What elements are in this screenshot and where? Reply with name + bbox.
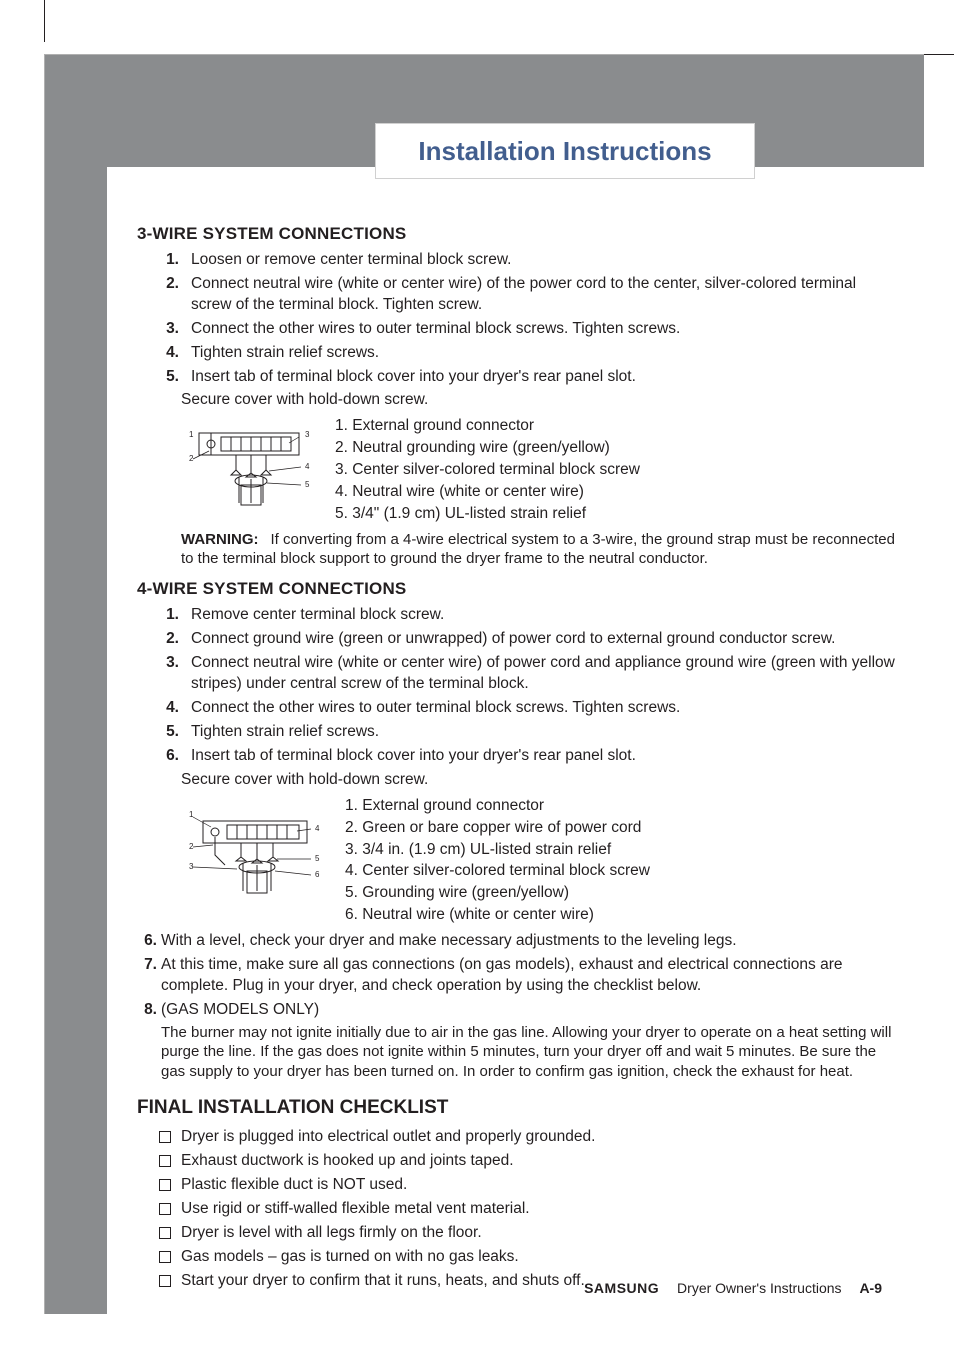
legend-3wire: 1. External ground connector 2. Neutral …	[335, 415, 640, 526]
diagram-label: 2	[189, 842, 194, 851]
crop-mark	[44, 0, 45, 42]
step-number: 2.	[155, 629, 179, 650]
legend-item: 2. Green or bare copper wire of power co…	[345, 818, 650, 839]
terminal-block-diagram-4wire: 1 2 3 4 5 6	[181, 795, 331, 901]
step-item: 2.Connect neutral wire (white or center …	[181, 274, 897, 316]
step-item: 4.Connect the other wires to outer termi…	[181, 698, 897, 719]
checklist-item: Use rigid or stiff-walled flexible metal…	[159, 1199, 897, 1220]
step-item: 5.Tighten strain relief screws.	[181, 722, 897, 743]
step-item: 4.Tighten strain relief screws.	[181, 343, 897, 364]
step-item: 1.Remove center terminal block screw.	[181, 605, 897, 626]
legend-item: 5. Grounding wire (green/yellow)	[345, 883, 650, 904]
checklist-item: Plastic flexible duct is NOT used.	[159, 1175, 897, 1196]
diagram-label: 4	[315, 824, 320, 833]
step-number: 5.	[155, 722, 179, 743]
step-item: 1.Loosen or remove center terminal block…	[181, 250, 897, 271]
step-text: Connect the other wires to outer termina…	[191, 320, 680, 337]
step-text: Remove center terminal block screw.	[191, 606, 444, 623]
legend-item: 3. Center silver-colored terminal block …	[335, 460, 640, 481]
step-text: (GAS MODELS ONLY)	[161, 1001, 319, 1018]
diagram-label: 3	[305, 430, 310, 439]
checklist-heading: FINAL INSTALLATION CHECKLIST	[137, 1095, 897, 1121]
page: Installation Instructions 3-WIRE SYSTEM …	[44, 54, 924, 1314]
step-text-detail: The burner may not ignite initially due …	[161, 1023, 897, 1082]
section-heading-4wire: 4-WIRE SYSTEM CONNECTIONS	[137, 578, 897, 601]
step-number: 6.	[155, 746, 179, 767]
secure-note: Secure cover with hold-down screw.	[181, 770, 897, 791]
checklist: Dryer is plugged into electrical outlet …	[137, 1127, 897, 1291]
page-title-box: Installation Instructions	[375, 123, 755, 179]
step-item: 8. (GAS MODELS ONLY) The burner may not …	[137, 1000, 897, 1081]
diagram-4wire-row: 1 2 3 4 5 6 1. External ground connector…	[181, 795, 897, 928]
steps-4wire: 1.Remove center terminal block screw. 2.…	[137, 605, 897, 766]
legend-4wire: 1. External ground connector 2. Green or…	[345, 795, 650, 928]
step-number: 3.	[155, 653, 179, 674]
step-number: 1.	[155, 605, 179, 626]
step-text: At this time, make sure all gas connecti…	[161, 956, 843, 994]
step-text: Connect ground wire (green or unwrapped)…	[191, 630, 835, 647]
checklist-item: Dryer is level with all legs firmly on t…	[159, 1223, 897, 1244]
step-text: Tighten strain relief screws.	[191, 344, 379, 361]
step-number: 5.	[155, 367, 179, 388]
step-text: Connect the other wires to outer termina…	[191, 699, 680, 716]
warning-label: WARNING:	[181, 531, 259, 548]
footer-page-number: A-9	[859, 1280, 882, 1296]
footer-brand: SAMSUNG	[584, 1280, 659, 1296]
diagram-label: 1	[189, 430, 194, 439]
checklist-item: Gas models – gas is turned on with no ga…	[159, 1247, 897, 1268]
legend-item: 3. 3/4 in. (1.9 cm) UL-listed strain rel…	[345, 840, 650, 861]
step-item: 3.Connect the other wires to outer termi…	[181, 319, 897, 340]
diagram-label: 6	[315, 870, 320, 879]
step-text: Insert tab of terminal block cover into …	[191, 368, 636, 385]
diagram-label: 4	[305, 462, 310, 471]
step-number: 4.	[155, 343, 179, 364]
step-item: 2.Connect ground wire (green or unwrappe…	[181, 629, 897, 650]
step-item: 5.Insert tab of terminal block cover int…	[181, 367, 897, 388]
content-area: 3-WIRE SYSTEM CONNECTIONS 1. Loosen or re…	[137, 213, 897, 1295]
page-title: Installation Instructions	[418, 136, 711, 167]
checklist-item: Exhaust ductwork is hooked up and joints…	[159, 1151, 897, 1172]
legend-item: 4. Neutral wire (white or center wire)	[335, 482, 640, 503]
step-number: 8.	[135, 1000, 157, 1021]
legend-item: 5. 3/4" (1.9 cm) UL-listed strain relief	[335, 504, 640, 525]
step-number: 6.	[135, 931, 157, 952]
step-text: Connect neutral wire (white or center wi…	[191, 275, 856, 313]
footer-doc-title: Dryer Owner's Instructions	[677, 1280, 842, 1296]
step-number: 4.	[155, 698, 179, 719]
legend-item: 2. Neutral grounding wire (green/yellow)	[335, 438, 640, 459]
diagram-label: 5	[315, 854, 320, 863]
legend-item: 6. Neutral wire (white or center wire)	[345, 905, 650, 926]
diagram-label: 3	[189, 862, 194, 871]
step-text: Loosen or remove center terminal block s…	[191, 251, 511, 268]
left-margin-band	[45, 55, 107, 1314]
step-text: With a level, check your dryer and make …	[161, 932, 737, 949]
checklist-item: Dryer is plugged into electrical outlet …	[159, 1127, 897, 1148]
step-number: 3.	[155, 319, 179, 340]
step-number: 2.	[155, 274, 179, 295]
legend-item: 4. Center silver-colored terminal block …	[345, 861, 650, 882]
diagram-label: 1	[189, 810, 194, 819]
legend-item: 1. External ground connector	[345, 796, 650, 817]
steps-continued: 6.With a level, check your dryer and mak…	[137, 931, 897, 1081]
step-item: 6.Insert tab of terminal block cover int…	[181, 746, 897, 767]
step-number: 7.	[135, 955, 157, 976]
warning-text: If converting from a 4-wire electrical s…	[181, 531, 895, 567]
step-item: 3.Connect neutral wire (white or center …	[181, 653, 897, 695]
step-item: 7.At this time, make sure all gas connec…	[137, 955, 897, 997]
diagram-label: 5	[305, 480, 310, 489]
secure-note: Secure cover with hold-down screw.	[181, 390, 897, 411]
page-footer: SAMSUNG Dryer Owner's Instructions A-9	[584, 1280, 882, 1296]
step-number: 1.	[155, 250, 179, 271]
terminal-block-diagram-3wire: 1 2 3 4 5	[181, 415, 321, 515]
diagram-3wire-row: 1 2 3 4 5 1. External ground connector 2…	[181, 415, 897, 526]
step-item: 6.With a level, check your dryer and mak…	[137, 931, 897, 952]
legend-item: 1. External ground connector	[335, 416, 640, 437]
step-text: Connect neutral wire (white or center wi…	[191, 654, 895, 692]
step-text: Tighten strain relief screws.	[191, 723, 379, 740]
section-heading-3wire: 3-WIRE SYSTEM CONNECTIONS	[137, 223, 897, 246]
warning-block: WARNING:If converting from a 4-wire elec…	[181, 530, 897, 568]
step-text: Insert tab of terminal block cover into …	[191, 747, 636, 764]
steps-3wire: 1. Loosen or remove center terminal block…	[137, 250, 897, 388]
